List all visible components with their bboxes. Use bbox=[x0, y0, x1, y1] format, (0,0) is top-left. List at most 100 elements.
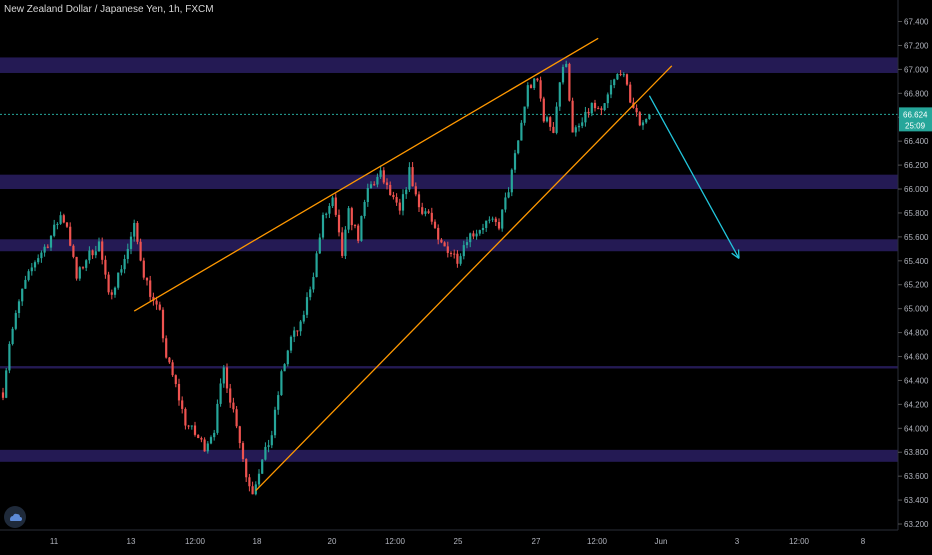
candle-body bbox=[252, 486, 254, 494]
candle-body bbox=[191, 426, 193, 427]
candle-body bbox=[108, 275, 110, 293]
candle-body bbox=[328, 206, 330, 214]
x-tick-label: 12:00 bbox=[789, 537, 810, 546]
candle-body bbox=[239, 426, 241, 443]
candle-body bbox=[303, 315, 305, 322]
y-tick-label: 64.600 bbox=[904, 353, 929, 362]
candle-body bbox=[367, 188, 369, 202]
y-tick-label: 66.800 bbox=[904, 89, 929, 98]
candle-body bbox=[578, 126, 580, 127]
candle-body bbox=[140, 242, 142, 261]
x-tick-label: 18 bbox=[253, 537, 262, 546]
candle-body bbox=[184, 409, 186, 426]
candle-body bbox=[450, 253, 452, 254]
y-tick-label: 63.600 bbox=[904, 472, 929, 481]
tradingview-logo[interactable] bbox=[4, 506, 26, 528]
candle-body bbox=[261, 460, 263, 474]
y-tick-label: 63.400 bbox=[904, 496, 929, 505]
candle-body bbox=[648, 115, 650, 119]
candle-body bbox=[18, 301, 20, 313]
candle-body bbox=[76, 257, 78, 279]
y-tick-label: 64.400 bbox=[904, 376, 929, 385]
candle-body bbox=[562, 67, 564, 82]
candle-body bbox=[498, 222, 500, 229]
candle-body bbox=[351, 208, 353, 225]
y-tick-label: 65.600 bbox=[904, 233, 929, 242]
candle-body bbox=[309, 289, 311, 297]
x-tick-label: 8 bbox=[861, 537, 866, 546]
candle-body bbox=[143, 261, 145, 278]
candle-body bbox=[15, 313, 17, 329]
candle-body bbox=[316, 253, 318, 277]
candle-body bbox=[543, 99, 545, 122]
x-tick-label: 3 bbox=[735, 537, 740, 546]
candle-body bbox=[530, 85, 532, 88]
candle-body bbox=[156, 301, 158, 305]
candle-body bbox=[248, 477, 250, 486]
candle-body bbox=[460, 256, 462, 264]
candle-body bbox=[63, 215, 65, 222]
y-tick-label: 64.000 bbox=[904, 424, 929, 433]
candle-body bbox=[280, 371, 282, 395]
candle-body bbox=[639, 112, 641, 125]
candle-body bbox=[575, 127, 577, 132]
candle-body bbox=[623, 74, 625, 75]
candle-body bbox=[172, 362, 174, 375]
candle-body bbox=[524, 107, 526, 123]
candle-body bbox=[463, 245, 465, 256]
candle-body bbox=[127, 249, 129, 259]
candle-body bbox=[287, 351, 289, 365]
x-tick-label: 25 bbox=[454, 537, 463, 546]
candle-body bbox=[520, 123, 522, 141]
candle-body bbox=[8, 344, 10, 370]
candle-body bbox=[146, 278, 148, 281]
candle-body bbox=[242, 443, 244, 459]
candle-body bbox=[373, 184, 375, 185]
candle-body bbox=[322, 215, 324, 238]
candle-body bbox=[44, 247, 46, 253]
chart-title: New Zealand Dollar / Japanese Yen, 1h, F… bbox=[4, 4, 214, 15]
sr-zone bbox=[0, 57, 898, 73]
candle-body bbox=[559, 82, 561, 106]
candle-body bbox=[98, 241, 100, 251]
candle-body bbox=[2, 392, 4, 397]
sr-zone bbox=[0, 366, 898, 368]
candle-body bbox=[72, 246, 74, 257]
candle-body bbox=[306, 297, 308, 315]
candle-body bbox=[264, 447, 266, 460]
countdown-value: 25:09 bbox=[905, 121, 926, 130]
candle-body bbox=[572, 101, 574, 133]
candle-body bbox=[431, 213, 433, 222]
candle-body bbox=[620, 74, 622, 75]
candle-body bbox=[79, 267, 81, 278]
x-tick-label: 12:00 bbox=[385, 537, 406, 546]
candle-body bbox=[178, 384, 180, 400]
candle-body bbox=[181, 400, 183, 409]
candle-body bbox=[616, 74, 618, 79]
candle-body bbox=[380, 170, 382, 177]
candle-body bbox=[124, 259, 126, 269]
candle-body bbox=[223, 367, 225, 383]
candle-body bbox=[597, 108, 599, 109]
y-tick-label: 66.400 bbox=[904, 137, 929, 146]
y-tick-label: 64.800 bbox=[904, 329, 929, 338]
candle-body bbox=[447, 246, 449, 253]
candle-body bbox=[514, 153, 516, 170]
y-tick-label: 66.000 bbox=[904, 185, 929, 194]
candle-body bbox=[82, 267, 84, 268]
candle-body bbox=[60, 215, 62, 224]
candle-body bbox=[376, 177, 378, 185]
candle-body bbox=[296, 330, 298, 331]
candle-body bbox=[357, 226, 359, 241]
candle-body bbox=[50, 236, 52, 248]
candle-body bbox=[533, 79, 535, 88]
candle-body bbox=[335, 198, 337, 215]
candle-body bbox=[101, 241, 103, 259]
candle-body bbox=[92, 250, 94, 255]
candle-body bbox=[405, 190, 407, 195]
sr-zone bbox=[0, 450, 898, 462]
candle-body bbox=[546, 117, 548, 121]
candle-body bbox=[383, 170, 385, 182]
